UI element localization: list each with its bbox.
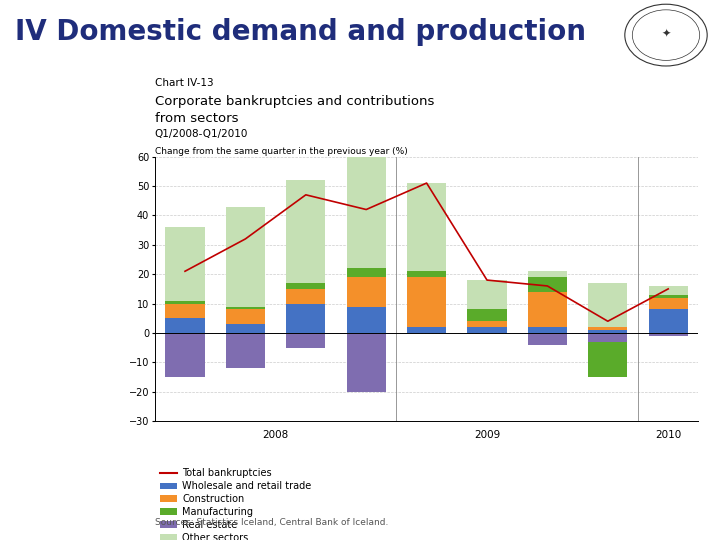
Bar	[346, 268, 386, 277]
Bar	[467, 321, 507, 327]
Bar	[166, 227, 204, 301]
Text: 2008: 2008	[263, 430, 289, 440]
Text: Q1/2008-Q1/2010: Q1/2008-Q1/2010	[155, 129, 248, 139]
Bar	[286, 303, 325, 333]
Bar	[407, 271, 446, 277]
Bar	[407, 183, 446, 271]
Bar	[588, 342, 627, 377]
Text: IV Domestic demand and production: IV Domestic demand and production	[15, 18, 586, 45]
Bar	[346, 277, 386, 307]
Bar	[226, 307, 265, 309]
Bar	[588, 283, 627, 327]
Bar	[467, 327, 507, 333]
Text: from sectors: from sectors	[155, 112, 238, 125]
Bar	[649, 333, 688, 336]
Bar	[226, 333, 265, 368]
Text: Sources: Statistics Iceland, Central Bank of Iceland.: Sources: Statistics Iceland, Central Ban…	[155, 517, 388, 526]
Bar	[528, 292, 567, 327]
Bar	[528, 277, 567, 292]
Bar	[166, 318, 204, 333]
Bar	[588, 330, 627, 333]
Legend: Total bankruptcies, Wholesale and retail trade, Construction, Manufacturing, Rea: Total bankruptcies, Wholesale and retail…	[160, 468, 311, 540]
Bar	[286, 180, 325, 283]
Text: ✦: ✦	[661, 29, 671, 39]
Bar	[649, 298, 688, 309]
Text: Change from the same quarter in the previous year (%): Change from the same quarter in the prev…	[155, 147, 408, 156]
Bar	[226, 309, 265, 324]
Text: 2009: 2009	[474, 430, 500, 440]
Text: 2010: 2010	[655, 430, 681, 440]
Bar	[346, 333, 386, 392]
Bar	[286, 333, 325, 348]
Bar	[649, 309, 688, 333]
Bar	[286, 289, 325, 303]
Bar	[346, 307, 386, 333]
Bar	[528, 271, 567, 277]
Text: Corporate bankruptcies and contributions: Corporate bankruptcies and contributions	[155, 94, 434, 107]
Bar	[286, 283, 325, 289]
Bar	[588, 333, 627, 342]
Bar	[226, 324, 265, 333]
Text: Chart IV-13: Chart IV-13	[155, 78, 213, 89]
Bar	[528, 327, 567, 333]
Bar	[166, 303, 204, 318]
Bar	[346, 151, 386, 268]
Bar	[588, 327, 627, 330]
Bar	[467, 309, 507, 321]
Bar	[649, 295, 688, 298]
Bar	[407, 327, 446, 333]
Bar	[166, 333, 204, 377]
Bar	[407, 277, 446, 327]
Bar	[467, 280, 507, 309]
Bar	[649, 286, 688, 295]
Bar	[166, 301, 204, 303]
Bar	[226, 207, 265, 307]
Bar	[528, 333, 567, 345]
